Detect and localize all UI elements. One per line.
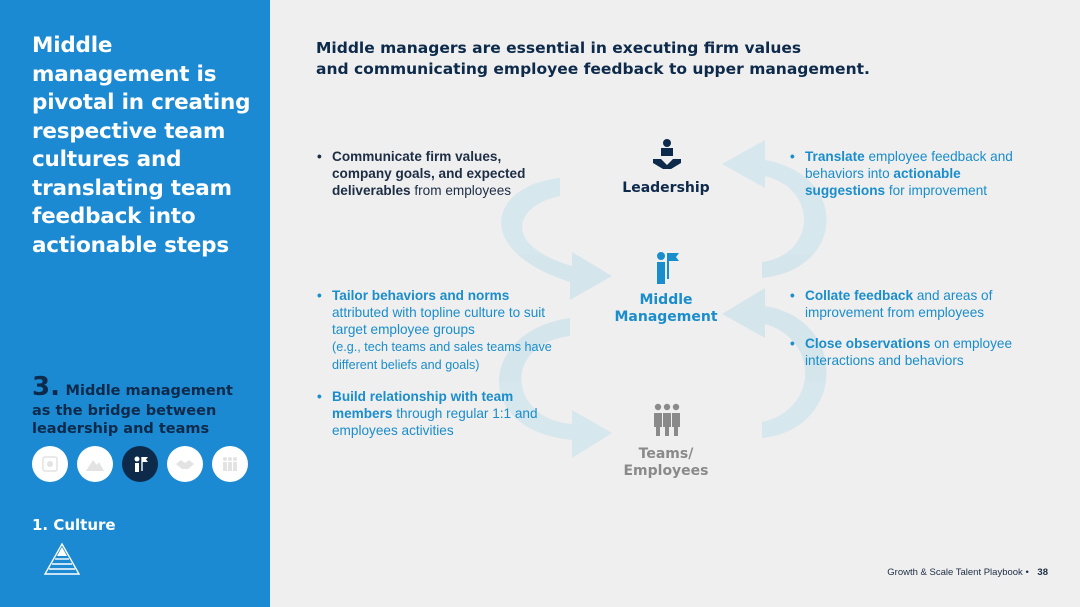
sidebar: Middle management is pivotal in creating… bbox=[0, 0, 270, 607]
sidebar-title: Middle management is pivotal in creating… bbox=[32, 33, 251, 258]
node-middle-management-label: Middle Management bbox=[614, 292, 718, 325]
footer-text: Growth & Scale Talent Playbook bbox=[887, 567, 1023, 578]
left-bottom-bullets: Tailor behaviors and norms attributed wi… bbox=[316, 287, 556, 453]
section-text-a: Middle management bbox=[65, 383, 233, 399]
right-top-bullets: Translate employee feedback and behavior… bbox=[789, 148, 1019, 213]
handshake-icon bbox=[176, 460, 194, 469]
section-nav bbox=[32, 446, 248, 482]
section-circle-5[interactable] bbox=[212, 446, 248, 482]
bullet-collate-feedback: Collate feedback and areas of improvemen… bbox=[789, 287, 1019, 321]
middle-management-icon bbox=[657, 252, 679, 284]
section-circle-1[interactable] bbox=[32, 446, 68, 482]
section-circle-3-active[interactable] bbox=[122, 446, 158, 482]
group-icon bbox=[223, 457, 237, 471]
culture-label: 1. Culture bbox=[32, 516, 116, 534]
bullet-translate-feedback: Translate employee feedback and behavior… bbox=[789, 148, 1019, 199]
manager-flag-icon bbox=[134, 456, 148, 472]
footer-separator: • bbox=[1025, 567, 1029, 578]
pyramid-icon bbox=[43, 542, 81, 575]
node-teams-label: Teams/ Employees bbox=[623, 446, 709, 479]
page-number: 38 bbox=[1037, 567, 1048, 578]
mountain-icon bbox=[86, 460, 104, 471]
right-bottom-bullets: Collate feedback and areas of improvemen… bbox=[789, 287, 1019, 383]
bullet-build-relationship: Build relationship with team members thr… bbox=[316, 388, 556, 439]
section-circle-2[interactable] bbox=[77, 446, 113, 482]
section-circle-4[interactable] bbox=[167, 446, 203, 482]
bullet-communicate-values: Communicate firm values, company goals, … bbox=[316, 148, 546, 199]
headline: Middle managers are essential in executi… bbox=[316, 39, 870, 78]
leadership-icon bbox=[653, 139, 681, 169]
badge-icon bbox=[42, 456, 58, 472]
section-text-b: as the bridge between leadership and tea… bbox=[32, 403, 217, 437]
section-heading: 3. Middle management as the bridge betwe… bbox=[32, 372, 262, 438]
node-leadership-label: Leadership bbox=[622, 180, 710, 196]
bullet-tailor-behaviors: Tailor behaviors and norms attributed wi… bbox=[316, 287, 556, 374]
bullet-close-observations: Close observations on employee interacti… bbox=[789, 335, 1019, 369]
teams-icon bbox=[654, 403, 680, 436]
footer: Growth & Scale Talent Playbook • 38 bbox=[887, 567, 1048, 578]
left-top-bullets: Communicate firm values, company goals, … bbox=[316, 148, 546, 213]
section-number: 3. bbox=[32, 372, 60, 402]
